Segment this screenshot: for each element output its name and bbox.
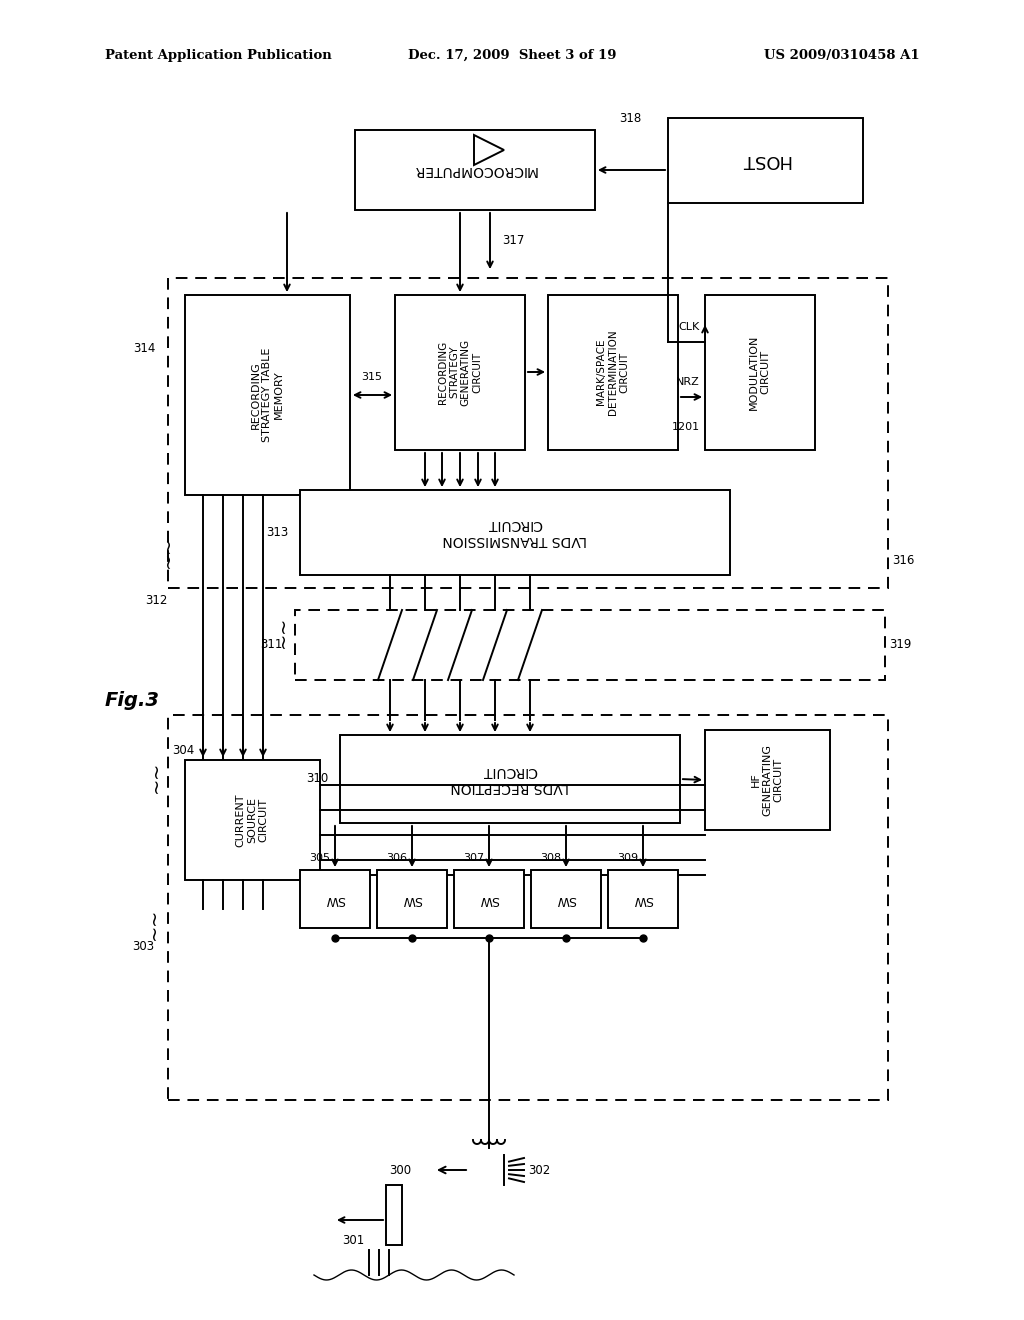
Text: 307: 307: [464, 853, 484, 863]
Text: CLK: CLK: [679, 322, 700, 333]
Text: ~: ~: [159, 537, 177, 553]
Bar: [608, 870, 678, 928]
Text: ~: ~: [146, 776, 166, 793]
Text: ~: ~: [159, 552, 177, 568]
Text: LVDS RECEPTION
CIRCUIT: LVDS RECEPTION CIRCUIT: [451, 764, 569, 795]
Bar: [355, 129, 595, 210]
Text: ~: ~: [273, 616, 293, 634]
Text: 317: 317: [502, 234, 524, 247]
Text: ~: ~: [144, 908, 164, 925]
Text: ~: ~: [146, 762, 166, 779]
Text: 303: 303: [132, 940, 154, 953]
Text: MICROCOMPUTER: MICROCOMPUTER: [413, 162, 538, 177]
Text: SW: SW: [401, 892, 422, 906]
Bar: [548, 294, 678, 450]
Bar: [300, 490, 730, 576]
Text: SW: SW: [325, 892, 345, 906]
Bar: [705, 730, 830, 830]
Bar: [668, 117, 863, 203]
Text: 319: 319: [889, 639, 911, 652]
Text: 315: 315: [361, 372, 383, 381]
Text: SW: SW: [556, 892, 577, 906]
Text: Fig.3: Fig.3: [105, 690, 160, 710]
Text: CURRENT
SOURCE
CIRCUIT: CURRENT SOURCE CIRCUIT: [236, 793, 268, 846]
Text: ~: ~: [273, 632, 293, 648]
Text: 318: 318: [618, 111, 641, 124]
Text: 312: 312: [145, 594, 168, 606]
Bar: [185, 760, 319, 880]
Text: 305: 305: [309, 853, 331, 863]
Text: 313: 313: [266, 525, 288, 539]
Text: 301: 301: [342, 1233, 364, 1246]
Text: HOST: HOST: [740, 150, 791, 169]
Text: 300: 300: [389, 1163, 411, 1176]
Text: 302: 302: [528, 1163, 550, 1176]
Text: 309: 309: [617, 853, 639, 863]
Text: 316: 316: [892, 553, 914, 566]
Text: 1201: 1201: [672, 422, 700, 432]
Text: RECORDING
STRATEGY
GENERATING
CIRCUIT: RECORDING STRATEGY GENERATING CIRCUIT: [437, 338, 482, 405]
Text: 308: 308: [541, 853, 561, 863]
Bar: [168, 715, 888, 1100]
Text: Patent Application Publication: Patent Application Publication: [105, 49, 332, 62]
Text: SW: SW: [479, 892, 499, 906]
Bar: [295, 610, 885, 680]
Bar: [377, 870, 447, 928]
Bar: [705, 294, 815, 450]
Text: 304: 304: [172, 743, 195, 756]
Text: ~: ~: [144, 924, 164, 940]
Bar: [395, 294, 525, 450]
Bar: [531, 870, 601, 928]
Text: 306: 306: [386, 853, 408, 863]
Text: 311: 311: [261, 639, 283, 652]
Text: HF
GENERATING
CIRCUIT: HF GENERATING CIRCUIT: [751, 744, 783, 816]
Text: 314: 314: [133, 342, 156, 355]
Text: LVDS TRANSMISSION
CIRCUIT: LVDS TRANSMISSION CIRCUIT: [442, 517, 588, 546]
Text: SW: SW: [633, 892, 653, 906]
Text: US 2009/0310458 A1: US 2009/0310458 A1: [764, 49, 920, 62]
Bar: [300, 870, 370, 928]
Text: MODULATION
CIRCUIT: MODULATION CIRCUIT: [750, 334, 771, 409]
Bar: [386, 1185, 402, 1245]
Text: NRZ: NRZ: [676, 378, 700, 387]
Bar: [185, 294, 350, 495]
Text: 310: 310: [306, 772, 328, 785]
Bar: [454, 870, 524, 928]
Text: Dec. 17, 2009  Sheet 3 of 19: Dec. 17, 2009 Sheet 3 of 19: [408, 49, 616, 62]
Text: MARK/SPACE
DETERMINATION
CIRCUIT: MARK/SPACE DETERMINATION CIRCUIT: [596, 329, 630, 414]
Bar: [168, 279, 888, 587]
Bar: [340, 735, 680, 822]
Text: RECORDING
STRATEGY TABLE
MEMORY: RECORDING STRATEGY TABLE MEMORY: [251, 347, 284, 442]
